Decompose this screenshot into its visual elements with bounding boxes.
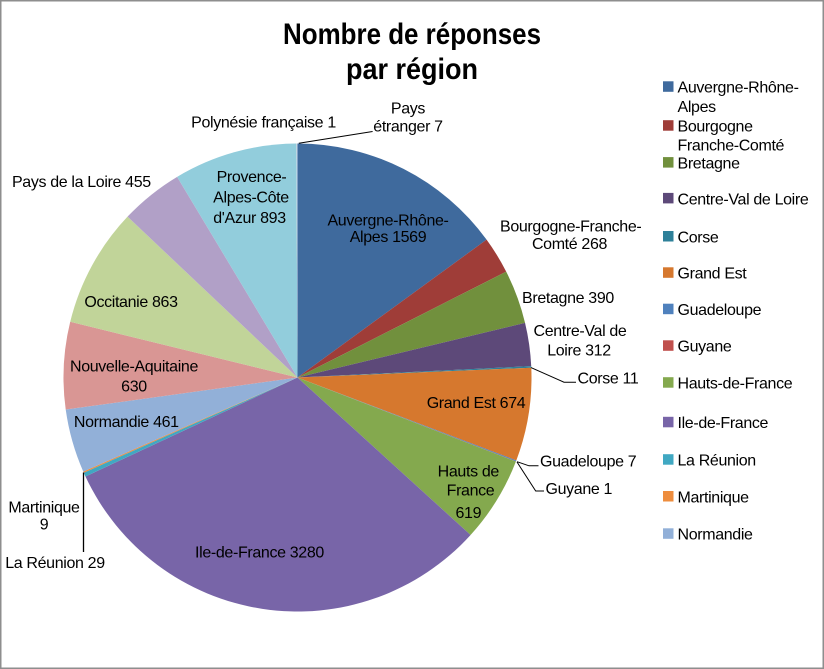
svg-text:Loire 312: Loire 312 (547, 342, 611, 359)
svg-text:Guadeloupe: Guadeloupe (678, 302, 762, 319)
svg-text:Grand Est: Grand Est (678, 266, 748, 283)
svg-text:étranger 7: étranger 7 (373, 118, 443, 135)
svg-text:Normandie: Normandie (678, 527, 754, 544)
svg-text:Grand Est 674: Grand Est 674 (427, 395, 526, 412)
svg-text:Nouvelle-Aquitaine: Nouvelle-Aquitaine (70, 359, 198, 376)
svg-text:630: 630 (121, 379, 147, 396)
svg-text:La Réunion 29: La Réunion 29 (5, 555, 105, 572)
svg-text:Auvergne-Rhône-: Auvergne-Rhône- (678, 80, 799, 97)
svg-text:Franche-Comté: Franche-Comté (678, 138, 785, 155)
svg-text:Bourgogne: Bourgogne (678, 119, 754, 136)
svg-text:par région: par région (346, 53, 478, 86)
svg-text:Ile-de-France: Ile-de-France (678, 415, 769, 432)
svg-text:Occitanie 863: Occitanie 863 (84, 294, 178, 311)
svg-text:Provence-: Provence- (217, 169, 287, 186)
svg-text:Alpes-Côte: Alpes-Côte (213, 190, 289, 207)
svg-text:Alpes 1569: Alpes 1569 (350, 229, 427, 246)
svg-text:Corse: Corse (678, 229, 719, 246)
svg-text:Guyane 1: Guyane 1 (546, 481, 613, 498)
svg-text:Martinique: Martinique (678, 489, 750, 506)
svg-text:619: 619 (455, 505, 481, 522)
svg-text:Pays: Pays (391, 101, 426, 118)
svg-text:La Réunion: La Réunion (678, 453, 756, 470)
svg-text:Hauts-de-France: Hauts-de-France (678, 376, 793, 393)
svg-text:Bretagne: Bretagne (678, 156, 741, 173)
svg-text:9: 9 (40, 517, 49, 534)
svg-text:Martinique: Martinique (8, 500, 80, 517)
svg-text:Alpes: Alpes (678, 99, 717, 116)
svg-text:Hauts de: Hauts de (438, 463, 500, 480)
svg-text:Normandie 461: Normandie 461 (74, 414, 179, 431)
svg-text:Comté 268: Comté 268 (532, 236, 608, 253)
svg-text:Nombre de réponses: Nombre de réponses (283, 18, 541, 51)
svg-text:Guadeloupe 7: Guadeloupe 7 (540, 454, 637, 471)
svg-text:Polynésie française 1: Polynésie française 1 (191, 114, 336, 131)
svg-text:France: France (447, 482, 495, 499)
svg-text:Centre-Val de: Centre-Val de (534, 323, 627, 340)
svg-text:Guyane: Guyane (678, 339, 732, 356)
svg-text:Pays de la Loire 455: Pays de la Loire 455 (12, 174, 151, 191)
svg-text:Auvergne-Rhône-: Auvergne-Rhône- (327, 212, 448, 229)
svg-text:Bretagne 390: Bretagne 390 (522, 290, 614, 307)
svg-text:Bourgogne-Franche-: Bourgogne-Franche- (500, 218, 641, 235)
svg-text:Ile-de-France 3280: Ile-de-France 3280 (195, 544, 324, 561)
svg-text:Corse 11: Corse 11 (578, 370, 639, 387)
svg-text:d'Azur 893: d'Azur 893 (213, 210, 286, 227)
svg-text:Centre-Val de Loire: Centre-Val de Loire (678, 191, 809, 208)
